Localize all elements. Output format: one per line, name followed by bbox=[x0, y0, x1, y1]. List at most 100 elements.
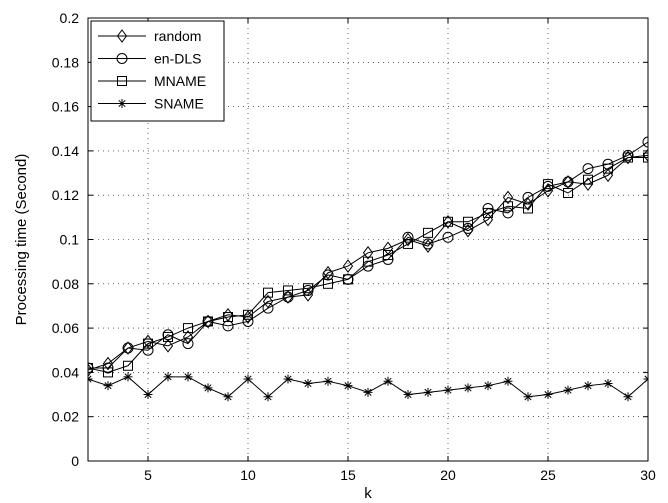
series-en-dls bbox=[88, 136, 648, 374]
data-point-marker-star bbox=[523, 392, 533, 402]
data-point-marker-square bbox=[463, 216, 473, 227]
data-point-marker-circle bbox=[462, 222, 474, 234]
y-tick-label: 0.02 bbox=[52, 409, 79, 425]
y-tick-label: 0.06 bbox=[52, 320, 79, 336]
legend-label: en-DLS bbox=[154, 51, 201, 67]
data-point-marker-star bbox=[243, 374, 253, 384]
data-point-marker-star bbox=[323, 376, 333, 386]
data-point-marker-star bbox=[363, 387, 373, 397]
data-point-marker-square bbox=[523, 203, 533, 214]
data-point-marker-square bbox=[103, 367, 113, 378]
y-tick-label: 0.08 bbox=[52, 276, 79, 292]
data-point-marker-square bbox=[183, 323, 193, 334]
legend-label: MNAME bbox=[154, 73, 206, 89]
series-layer bbox=[88, 136, 648, 402]
data-point-marker-diamond bbox=[442, 214, 454, 229]
y-tick-label: 0.14 bbox=[52, 143, 79, 159]
data-point-marker-diamond bbox=[462, 223, 474, 238]
legend-item: en-DLS bbox=[98, 51, 201, 67]
data-point-marker-diamond bbox=[362, 245, 374, 260]
data-point-marker-star bbox=[583, 381, 593, 391]
data-point-marker-circle bbox=[282, 291, 294, 303]
data-point-marker-star bbox=[88, 374, 93, 384]
series-line-random bbox=[88, 154, 648, 371]
x-axis-label: k bbox=[364, 485, 372, 502]
data-point-marker-square bbox=[443, 216, 453, 227]
legend-label: random bbox=[154, 28, 201, 44]
data-point-marker-star bbox=[423, 387, 433, 397]
x-tick-label: 20 bbox=[440, 467, 456, 483]
data-point-marker-star bbox=[303, 378, 313, 388]
series-sname bbox=[88, 372, 648, 402]
data-point-marker-square bbox=[423, 227, 433, 238]
axis-ticks: 0 0.02 0.04 0.06 0.08 0.1 0.12 0.14 0.16 0.18 0.2 5… bbox=[52, 10, 656, 483]
data-point-marker-star bbox=[343, 381, 353, 391]
data-point-marker-square bbox=[343, 274, 353, 285]
data-point-marker-square bbox=[583, 174, 593, 185]
legend-label: SNAME bbox=[154, 96, 204, 112]
data-point-marker-square bbox=[603, 163, 613, 174]
data-point-marker-square bbox=[303, 283, 313, 294]
data-point-marker-diamond bbox=[622, 150, 634, 165]
y-tick-label: 0.2 bbox=[60, 10, 80, 26]
data-point-marker-star bbox=[543, 390, 553, 400]
data-point-marker-square bbox=[203, 316, 213, 327]
data-point-marker-diamond bbox=[116, 29, 128, 43]
data-point-marker-circle bbox=[262, 302, 274, 314]
legend-box bbox=[90, 20, 225, 122]
y-tick-label: 0.16 bbox=[52, 99, 79, 115]
data-point-marker-square bbox=[643, 152, 648, 163]
data-point-marker-square bbox=[163, 331, 173, 342]
x-tick-label: 30 bbox=[640, 467, 656, 483]
data-point-marker-star bbox=[403, 390, 413, 400]
data-point-marker-star bbox=[143, 390, 153, 400]
y-tick-label: 0.1 bbox=[60, 232, 80, 248]
data-point-marker-circle bbox=[116, 53, 128, 64]
data-point-marker-star bbox=[483, 381, 493, 391]
data-point-marker-star bbox=[163, 372, 173, 382]
data-point-marker-circle bbox=[122, 342, 134, 354]
series-random bbox=[88, 148, 648, 378]
data-point-marker-diamond bbox=[502, 190, 514, 205]
series-line-mname bbox=[88, 157, 648, 373]
data-point-marker-circle bbox=[442, 231, 454, 243]
data-point-marker-diamond bbox=[402, 232, 414, 247]
data-point-marker-star bbox=[563, 385, 573, 395]
data-point-marker-square bbox=[623, 152, 633, 163]
data-point-marker-square bbox=[283, 285, 293, 296]
data-point-marker-diamond bbox=[162, 338, 174, 353]
data-point-marker-star bbox=[463, 383, 473, 393]
data-point-marker-square bbox=[563, 187, 573, 198]
y-tick-label: 0 bbox=[71, 453, 79, 469]
data-point-marker-star bbox=[503, 376, 513, 386]
data-point-marker-square bbox=[123, 360, 133, 371]
data-point-marker-circle bbox=[242, 315, 254, 327]
data-point-marker-square bbox=[363, 256, 373, 267]
data-point-marker-square bbox=[403, 238, 413, 249]
data-point-marker-diamond bbox=[522, 197, 534, 211]
data-point-marker-circle bbox=[222, 320, 234, 332]
data-point-marker-diamond bbox=[122, 341, 134, 355]
data-point-marker-circle bbox=[522, 191, 534, 203]
data-point-marker-circle bbox=[142, 344, 154, 356]
data-point-marker-star bbox=[223, 392, 233, 402]
legend: random en-DLS MNAME SNAME bbox=[90, 20, 225, 122]
x-tick-label: 25 bbox=[540, 467, 556, 483]
data-point-marker-star bbox=[103, 381, 113, 391]
data-point-marker-diamond bbox=[202, 314, 214, 329]
y-tick-label: 0.18 bbox=[52, 54, 79, 70]
data-point-marker-diamond bbox=[262, 294, 274, 309]
data-point-marker-star bbox=[263, 392, 273, 402]
data-point-marker-star bbox=[383, 376, 393, 386]
data-point-marker-square bbox=[383, 250, 393, 261]
data-point-marker-square bbox=[117, 76, 127, 86]
data-point-marker-circle bbox=[322, 269, 334, 281]
data-point-marker-circle bbox=[642, 136, 648, 148]
data-point-marker-circle bbox=[582, 163, 594, 175]
data-point-marker-square bbox=[323, 278, 333, 289]
data-point-marker-star bbox=[623, 392, 633, 402]
data-point-marker-square bbox=[143, 338, 153, 349]
data-point-marker-square bbox=[223, 312, 233, 323]
data-point-marker-diamond bbox=[422, 239, 434, 253]
